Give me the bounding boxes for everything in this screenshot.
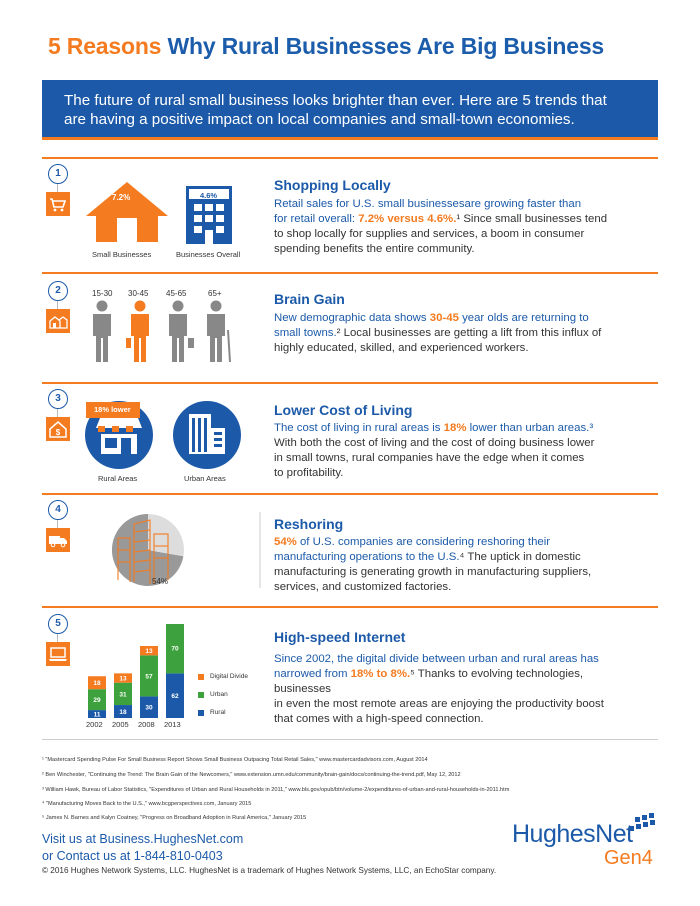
bar-value-label: 13	[145, 648, 153, 655]
bar-segment-urban	[140, 655, 158, 697]
rural-store-icon	[85, 401, 153, 469]
section-title: Shopping Locally	[274, 177, 391, 193]
building-label: Businesses Overall	[176, 250, 241, 259]
footnote: ² Ben Winchester, "Continuing the Trend:…	[42, 772, 461, 778]
phone-link[interactable]: or Contact us at 1-844-810-0403	[42, 849, 223, 863]
x-tick-label: 2008	[138, 720, 155, 729]
x-tick-label: 2013	[164, 720, 181, 729]
office-building-icon	[186, 186, 232, 244]
savings-badge	[86, 402, 140, 418]
bar-value-label: 30	[145, 705, 153, 712]
section-divider	[42, 493, 658, 495]
website-link[interactable]: Visit us at Business.HughesNet.com	[42, 832, 244, 846]
bar-segment-digital-divide	[140, 646, 158, 656]
section-divider	[42, 157, 658, 159]
intro-banner: The future of rural small business looks…	[42, 80, 658, 140]
copyright: © 2016 Hughes Network Systems, LLC. Hugh…	[42, 866, 497, 875]
urban-label: Urban Areas	[184, 474, 226, 483]
bar-segment-rural	[88, 710, 106, 718]
legend-label: Rural	[210, 709, 226, 716]
svg-text:$: $	[56, 428, 61, 437]
page-title: 5 Reasons Why Rural Businesses Are Big B…	[48, 33, 605, 59]
footnote: ⁴ "Manufacturing Moves Back to the U.S.,…	[42, 801, 252, 807]
bar-segment-urban	[114, 682, 132, 706]
bar-segment-rural	[166, 673, 184, 718]
reshoring-pie-chart	[111, 512, 261, 588]
bar-value-label: 8	[173, 624, 177, 625]
section-number: 3	[48, 389, 68, 409]
x-tick-label: 2002	[86, 720, 103, 729]
section-text: Retail sales for U.S. small businessesar…	[274, 198, 608, 255]
people-icon	[93, 300, 231, 363]
bar-segment-urban	[88, 689, 106, 711]
section-divider	[42, 272, 658, 274]
house-icon	[86, 182, 168, 242]
bar-value-label: 29	[93, 697, 101, 704]
section-text: New demographic data shows 30-45 year ol…	[274, 312, 602, 354]
legend-swatch	[198, 692, 204, 698]
community-icon	[46, 309, 70, 333]
legend-label: Urban	[210, 691, 228, 698]
bar-value-label: 18	[93, 680, 101, 687]
pie-value-label: 54%	[152, 577, 169, 586]
section-text: 54% of U.S. companies are considering re…	[274, 536, 592, 593]
bar-value-label: 57	[145, 673, 153, 680]
rural-label: Rural Areas	[98, 474, 138, 483]
section-number: 4	[48, 500, 68, 520]
bar-segment-digital-divide	[88, 676, 106, 690]
age-label: 45-65	[166, 289, 187, 298]
section-divider	[42, 606, 658, 608]
age-label: 15-30	[92, 289, 113, 298]
bar-value-label: 31	[119, 691, 127, 698]
section-title: Brain Gain	[274, 291, 345, 307]
bar-segment-digital-divide	[114, 673, 132, 683]
internet-stacked-bar-chart: 11 29 18 18 31 13 30 57 13 62 70 8	[88, 624, 184, 719]
legend-label: Digital Divide	[210, 673, 248, 680]
laptop-icon	[46, 642, 70, 666]
urban-city-icon	[173, 401, 241, 469]
bar-value-label: 13	[119, 676, 127, 683]
shopping-cart-icon	[46, 192, 70, 216]
legend-swatch	[198, 674, 204, 680]
section-title: Lower Cost of Living	[274, 402, 413, 418]
house-value: 7.2%	[112, 193, 131, 202]
bar-segment-rural	[140, 696, 158, 718]
section-number: 1	[48, 164, 68, 184]
truck-icon	[46, 528, 70, 552]
section-text: The cost of living in rural areas is 18%…	[274, 422, 595, 479]
bar-value-label: 11	[94, 712, 101, 719]
bar-value-label: 18	[119, 709, 127, 716]
bar-value-label: 70	[171, 646, 179, 653]
savings-badge-text: 18% lower	[94, 405, 131, 414]
x-tick-label: 2005	[112, 720, 129, 729]
section-title: Reshoring	[274, 516, 344, 532]
hughesnet-logo: HughesNet	[512, 820, 633, 848]
section-divider	[42, 382, 658, 384]
legend-swatch	[198, 710, 204, 716]
house-dollar-icon: $	[46, 417, 70, 441]
house-label: Small Businesses	[92, 250, 152, 259]
age-label: 65+	[208, 289, 222, 298]
gen4-logo: Gen4	[604, 847, 653, 869]
section-number: 5	[48, 614, 68, 634]
building-value: 4.6%	[200, 191, 218, 200]
bar-segment-rural	[114, 705, 132, 718]
footnote: ⁵ James N. Barnes and Kalyn Coatney, "Pr…	[42, 815, 307, 821]
section-number: 2	[48, 281, 68, 301]
satellite-grid-icon	[629, 813, 655, 831]
bar-segment-urban	[166, 624, 184, 674]
footnote: ³ William Hawk, Bureau of Labor Statisti…	[42, 787, 510, 793]
footnote: ¹ "Mastercard Spending Pulse For Small B…	[42, 757, 428, 763]
section-text: Since 2002, the digital divide between u…	[274, 653, 604, 725]
bar-value-label: 62	[171, 693, 179, 700]
age-label: 30-45	[128, 289, 149, 298]
section-title: High-speed Internet	[274, 629, 406, 645]
